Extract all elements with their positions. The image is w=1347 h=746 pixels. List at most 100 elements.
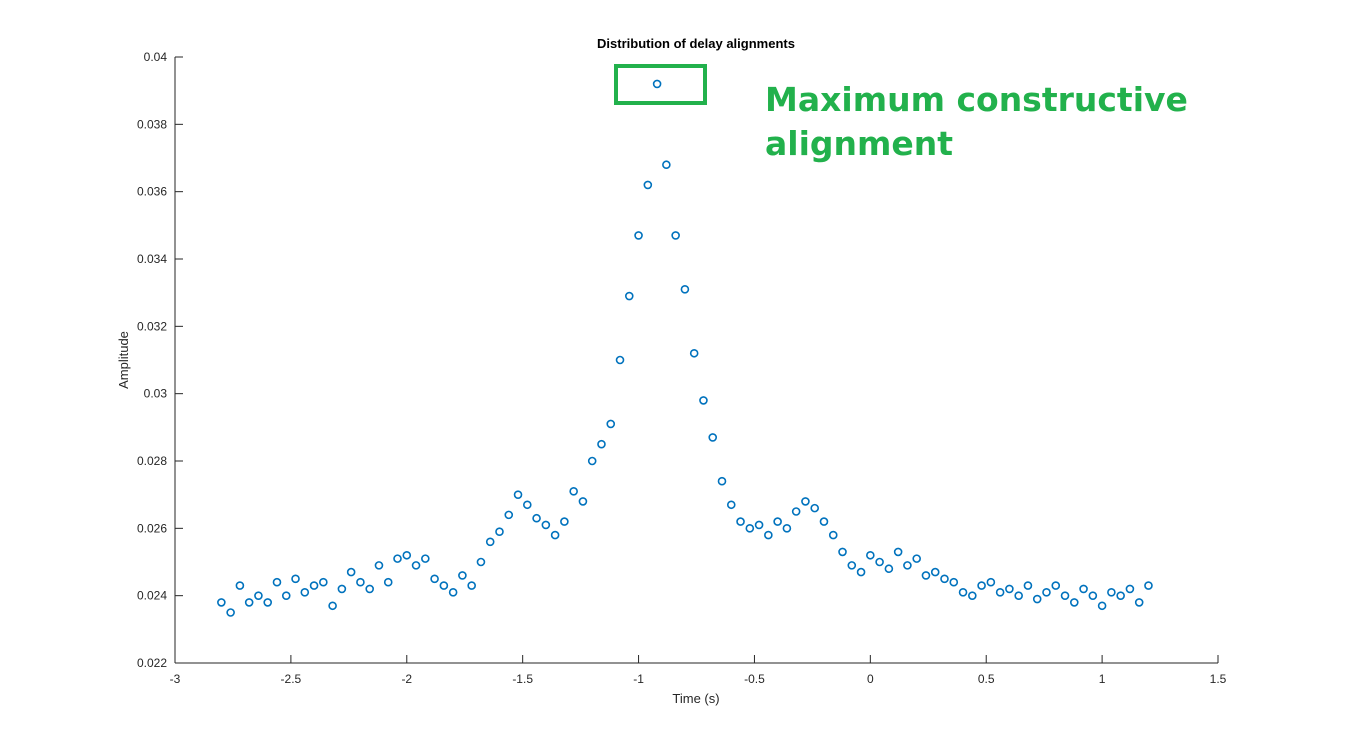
point: [1023, 581, 1033, 590]
y-tick-label: 0.04: [144, 50, 168, 64]
point: [346, 567, 356, 577]
point: [828, 530, 838, 540]
point: [856, 567, 866, 577]
point: [1144, 581, 1153, 590]
point: [810, 503, 820, 513]
point: [921, 571, 931, 580]
x-tick-label: -2.5: [281, 672, 302, 686]
x-axis-label: Time (s): [672, 691, 719, 706]
point: [578, 497, 588, 506]
point: [365, 584, 374, 594]
point: [300, 587, 310, 597]
x-tick-label: -3: [170, 672, 181, 686]
point: [986, 577, 996, 587]
point: [1134, 598, 1144, 607]
point: [773, 517, 782, 526]
point: [884, 564, 894, 574]
highlight-box: [614, 64, 707, 105]
point: [1032, 594, 1042, 604]
point: [597, 439, 606, 449]
point: [875, 557, 884, 567]
point: [272, 577, 282, 587]
point: [1097, 601, 1107, 611]
x-tick-label: 1.5: [1210, 672, 1227, 686]
point: [281, 591, 291, 600]
point: [356, 577, 365, 587]
y-tick-label: 0.036: [137, 185, 167, 199]
y-tick-label: 0.03: [144, 387, 168, 401]
point: [1069, 598, 1079, 607]
point: [968, 591, 977, 600]
point: [912, 554, 921, 563]
point: [1116, 591, 1125, 600]
point: [736, 517, 745, 526]
annotation: Maximum constructive alignment: [765, 80, 1188, 163]
point: [689, 348, 699, 358]
point: [930, 567, 940, 577]
point: [467, 581, 476, 590]
point: [411, 561, 421, 570]
point: [652, 79, 662, 89]
point: [1125, 584, 1135, 594]
point: [958, 587, 968, 597]
point: [328, 601, 337, 611]
point: [819, 517, 829, 526]
point: [421, 554, 430, 563]
point: [476, 557, 486, 567]
point: [393, 554, 402, 563]
point: [374, 561, 384, 570]
y-tick-label: 0.028: [137, 454, 167, 468]
point: [717, 476, 727, 486]
point: [708, 433, 718, 442]
point: [550, 530, 560, 540]
point: [866, 550, 875, 560]
point: [485, 537, 495, 547]
y-tick-label: 0.022: [137, 656, 167, 670]
point: [587, 456, 597, 466]
y-axis-label: Amplitude: [116, 331, 131, 389]
point: [893, 547, 903, 557]
point: [263, 598, 273, 607]
y-tick-label: 0.032: [137, 319, 167, 333]
point: [606, 419, 616, 429]
point: [523, 500, 532, 510]
x-tick-label: -1: [633, 672, 644, 686]
y-tick-label: 0.024: [137, 589, 167, 603]
point: [319, 577, 328, 587]
point: [662, 160, 671, 170]
point: [1060, 591, 1070, 600]
x-tick-label: -2: [401, 672, 412, 686]
point: [430, 574, 439, 584]
chart-title: Distribution of delay alignments: [597, 36, 795, 51]
point: [754, 520, 764, 530]
point: [680, 284, 690, 294]
point: [383, 577, 393, 587]
point: [699, 396, 708, 405]
point: [940, 574, 949, 584]
x-tick-label: 0: [867, 672, 874, 686]
point: [291, 574, 300, 584]
point: [1079, 584, 1088, 594]
point: [458, 571, 467, 580]
point: [504, 510, 514, 520]
point: [903, 561, 912, 570]
point: [560, 517, 569, 526]
point: [337, 584, 347, 594]
point: [1005, 584, 1014, 594]
y-tick-label: 0.038: [137, 117, 167, 131]
point: [634, 231, 643, 240]
x-tick-label: 1: [1099, 672, 1106, 686]
point: [254, 591, 263, 600]
point: [1042, 587, 1051, 597]
x-tick-label: -0.5: [744, 672, 765, 686]
point: [226, 608, 235, 617]
point: [949, 577, 959, 587]
x-tick-label: -1.5: [512, 672, 533, 686]
point: [532, 513, 541, 523]
point: [402, 550, 412, 560]
point: [977, 581, 986, 590]
point: [217, 598, 226, 607]
point: [1088, 591, 1098, 600]
